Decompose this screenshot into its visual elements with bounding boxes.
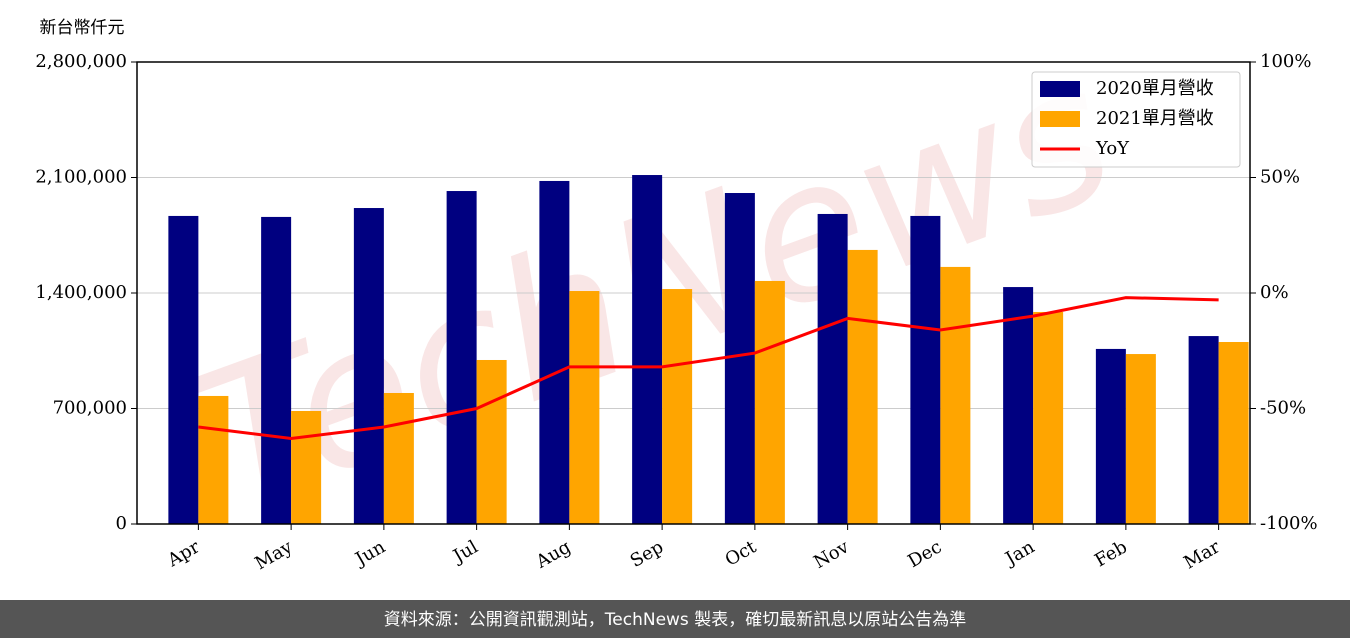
bar [724, 193, 755, 524]
y-axis-label: 新台幣仟元 [40, 18, 125, 38]
legend-label: 2020單月營收 [1096, 78, 1214, 99]
y2-tick-label: 50% [1260, 167, 1300, 188]
line [198, 296, 1219, 441]
x-tick-label: Jan [1000, 536, 1038, 570]
bar [569, 291, 600, 524]
x-tick-label: Jul [448, 536, 482, 568]
bar [383, 392, 414, 524]
bar [168, 215, 199, 524]
y-tick-label: 0 [116, 513, 127, 534]
x-tick-label: Apr [163, 536, 203, 571]
bar [1033, 311, 1064, 524]
bar [446, 191, 477, 524]
bar [198, 395, 229, 524]
bar [910, 215, 941, 524]
x-tick-label: Feb [1091, 536, 1131, 571]
bar [1095, 348, 1126, 524]
bar [476, 359, 507, 524]
bar [1003, 287, 1034, 524]
x-tick-label: Sep [627, 536, 667, 571]
plot-frame [136, 61, 1251, 525]
bar [662, 289, 693, 524]
footer-text: 資料來源：公開資訊觀測站，TechNews 製表，確切最新訊息以原站公告為準 [384, 610, 966, 630]
x-tick-label: Mar [1180, 536, 1224, 573]
bar [291, 410, 322, 524]
legend-swatch [1040, 111, 1080, 127]
bar [1218, 342, 1249, 524]
legend-label: 2021單月營收 [1096, 108, 1214, 129]
y2-tick-label: -100% [1260, 513, 1318, 534]
legend-swatch [1040, 81, 1080, 97]
bar [539, 180, 570, 524]
y-tick-label: 2,800,000 [35, 51, 127, 72]
bar [632, 175, 663, 524]
legend-box [1031, 71, 1241, 168]
bar [847, 249, 878, 524]
bar [1188, 336, 1219, 524]
x-tick-label: Jun [350, 536, 389, 571]
x-tick-label: Aug [532, 536, 575, 573]
x-tick-label: Nov [810, 536, 853, 573]
y-tick-label: 1,400,000 [35, 282, 127, 303]
bar [940, 266, 971, 524]
x-tick-label: Oct [722, 536, 761, 571]
bar [817, 213, 848, 524]
footer-bar [0, 600, 1350, 638]
y-tick-label: 2,100,000 [35, 167, 127, 188]
bar [1125, 354, 1156, 524]
x-tick-label: Dec [904, 536, 945, 572]
legend-label: YoY [1095, 138, 1130, 159]
y2-tick-label: 0% [1260, 282, 1289, 303]
y2-tick-label: -50% [1260, 398, 1306, 419]
bar [754, 280, 785, 524]
bar [353, 208, 384, 524]
y-tick-label: 700,000 [53, 398, 127, 419]
bar [261, 216, 292, 524]
y2-tick-label: 100% [1260, 51, 1311, 72]
